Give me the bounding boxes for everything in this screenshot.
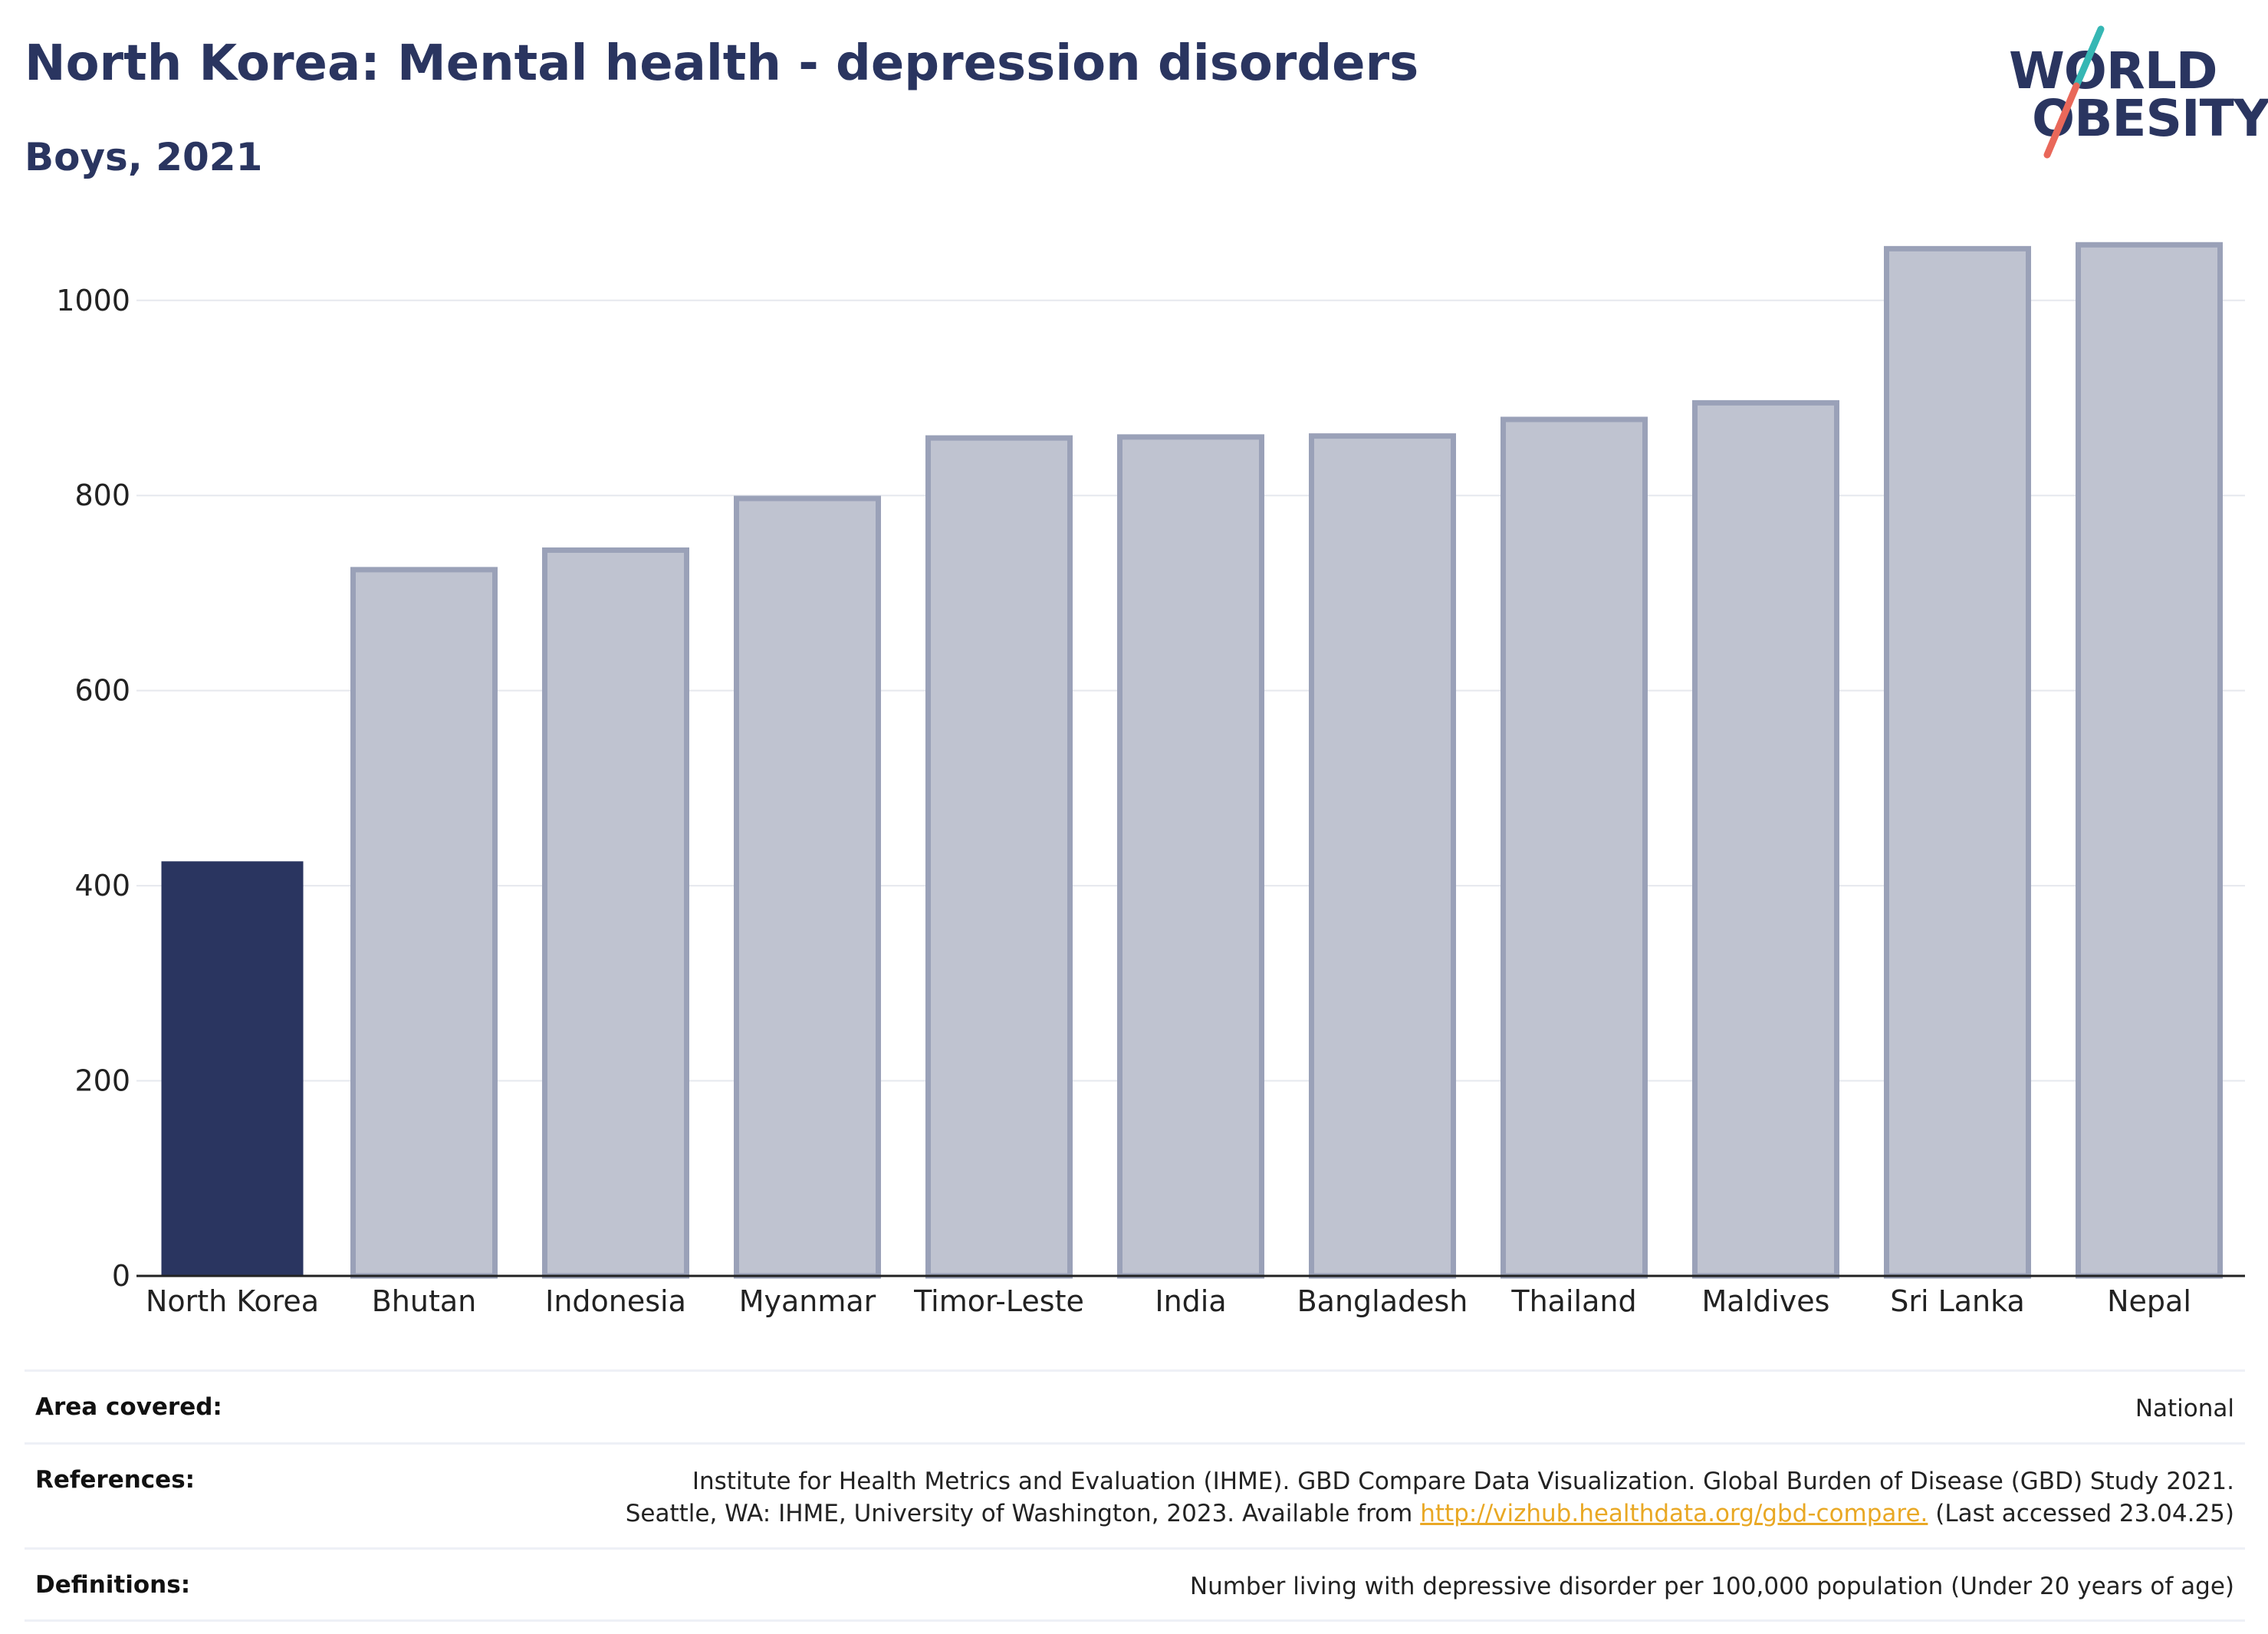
chart-subtitle: Boys, 2021 xyxy=(25,135,263,179)
logo-slash-bottom xyxy=(2043,82,2080,159)
y-tick-label: 1000 xyxy=(56,284,130,317)
bar-timor-leste xyxy=(925,435,1073,1279)
bar-bhutan xyxy=(350,567,498,1279)
references-value: Institute for Health Metrics and Evaluat… xyxy=(626,1466,2234,1530)
x-tick-label: Bhutan xyxy=(372,1284,477,1318)
y-tick-label: 400 xyxy=(74,869,130,902)
x-tick-label: Indonesia xyxy=(545,1284,686,1318)
area-value: National xyxy=(2135,1395,2234,1422)
bar-north-korea xyxy=(161,861,304,1276)
references-link[interactable]: http://vizhub.healthdata.org/gbd-compare… xyxy=(1420,1499,1928,1527)
references-label: References: xyxy=(35,1465,196,1494)
references-line1: Institute for Health Metrics and Evaluat… xyxy=(692,1467,2234,1495)
chart-title: North Korea: Mental health - depression … xyxy=(25,35,1419,92)
logo-slash-icon xyxy=(2043,25,2105,159)
x-tick-label: Nepal xyxy=(2107,1284,2191,1318)
x-tick-label: North Korea xyxy=(146,1284,319,1318)
bar-indonesia xyxy=(542,547,689,1279)
info-row-area: Area covered: National xyxy=(25,1369,2245,1442)
bar-bangladesh xyxy=(1309,433,1456,1279)
bar-sri-lanka xyxy=(1884,245,2031,1279)
bar-thailand xyxy=(1500,416,1648,1279)
x-tick-label: Sri Lanka xyxy=(1890,1284,2025,1318)
bar-maldives xyxy=(1692,399,1839,1279)
bar-india xyxy=(1117,434,1264,1279)
y-tick-label: 600 xyxy=(74,674,130,708)
x-tick-label: India xyxy=(1155,1284,1226,1318)
references-line2-pre: Seattle, WA: IHME, University of Washing… xyxy=(625,1499,1421,1527)
info-row-references: References: Institute for Health Metrics… xyxy=(25,1442,2245,1547)
tick-labels: 0 200 400 600 800 1000 North Korea Bhutan Indone… xyxy=(56,284,2191,1318)
info-row-definitions: Definitions: Number living with depressi… xyxy=(25,1547,2245,1622)
y-tick-label: 800 xyxy=(74,478,130,512)
area-label: Area covered: xyxy=(35,1393,222,1421)
y-tick-label: 0 xyxy=(112,1259,130,1293)
bars xyxy=(161,242,2223,1279)
logo-slash-top xyxy=(2072,25,2105,90)
definitions-label: Definitions: xyxy=(35,1570,191,1599)
info-table: Area covered: National References: Insti… xyxy=(25,1369,2245,1622)
bar-chart: 0 200 400 600 800 1000 North Korea Bhutan Indone… xyxy=(56,242,2245,1318)
references-line2: Seattle, WA: IHME, University of Washing… xyxy=(626,1498,2234,1530)
x-tick-label: Myanmar xyxy=(739,1284,876,1318)
x-tick-label: Bangladesh xyxy=(1297,1284,1468,1318)
bar-nepal xyxy=(2076,242,2223,1279)
x-tick-label: Thailand xyxy=(1510,1284,1636,1318)
references-line2-post: (Last accessed 23.04.25) xyxy=(1928,1499,2234,1527)
world-obesity-logo: WORLD OBESITY xyxy=(2001,23,2268,161)
logo-line1: WORLD xyxy=(2009,41,2218,100)
x-tick-label: Timor-Leste xyxy=(913,1284,1084,1318)
definitions-value: Number living with depressive disorder p… xyxy=(1189,1572,2234,1600)
bar-myanmar xyxy=(734,495,881,1279)
x-tick-label: Maldives xyxy=(1702,1284,1830,1318)
y-tick-label: 200 xyxy=(74,1064,130,1098)
